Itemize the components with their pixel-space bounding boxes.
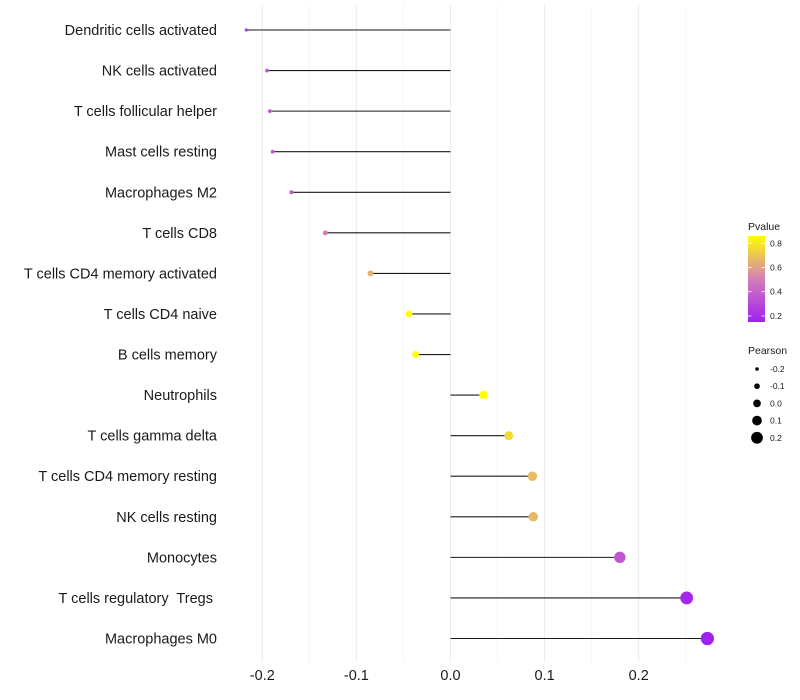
legend-pearson-title: Pearson <box>748 345 787 357</box>
size-key-label: -0.2 <box>770 364 785 374</box>
y-tick-label: Monocytes <box>147 550 217 566</box>
points <box>244 28 715 646</box>
y-tick-label: T cells follicular helper <box>74 104 217 120</box>
data-point <box>479 390 488 400</box>
y-tick-label: T cells gamma delta <box>88 429 218 445</box>
size-key-dot <box>755 367 759 371</box>
x-tick-label: -0.1 <box>344 668 369 684</box>
y-tick-label: T cells CD8 <box>142 226 217 242</box>
data-point <box>614 551 626 564</box>
y-tick-label: B cells memory <box>118 348 218 364</box>
y-tick-label: T cells CD4 memory activated <box>24 266 217 282</box>
data-point <box>265 68 269 73</box>
x-tick-label: 0.1 <box>535 668 555 684</box>
size-key-dot <box>753 399 761 408</box>
y-tick-label: T cells CD4 naive <box>104 307 217 323</box>
colorbar-tick-label: 0.6 <box>770 262 782 272</box>
data-point <box>244 28 248 32</box>
legend-pvalue: Pvalue 0.8 0.6 0.4 0.2 <box>748 221 782 322</box>
data-point <box>322 230 328 236</box>
data-point <box>528 512 539 522</box>
data-point <box>412 351 420 359</box>
y-tick-label: Macrophages M0 <box>105 632 217 648</box>
y-tick-label: Mast cells resting <box>105 145 217 161</box>
data-point <box>504 431 514 441</box>
colorbar-tick-label: 0.2 <box>770 311 782 321</box>
y-tick-label: T cells CD4 memory resting <box>38 469 217 485</box>
y-tick-label: Dendritic cells activated <box>65 23 217 39</box>
data-point <box>527 471 538 481</box>
stems <box>246 29 708 640</box>
grid-lines <box>261 5 687 662</box>
legend-pearson: Pearson -0.2 -0.1 0.0 0.1 0.2 <box>748 345 787 444</box>
data-point <box>289 190 294 195</box>
legend-colorbar-ticks: 0.8 0.6 0.4 0.2 <box>748 238 782 321</box>
y-tick-label: Neutrophils <box>144 388 217 404</box>
x-axis-tick-labels: -0.2 -0.1 0.0 0.1 0.2 <box>250 668 649 684</box>
size-key-label: 0.1 <box>770 416 782 426</box>
size-key-label: -0.1 <box>770 381 785 391</box>
y-tick-label: Macrophages M2 <box>105 185 217 201</box>
x-tick-label: 0.0 <box>440 668 460 684</box>
data-point <box>270 149 275 154</box>
size-key-dot <box>754 383 760 390</box>
legend-colorbar <box>748 236 765 322</box>
x-tick-label: 0.2 <box>629 668 649 684</box>
y-tick-label: NK cells resting <box>116 510 217 526</box>
colorbar-tick-label: 0.4 <box>770 287 782 297</box>
size-key-dot <box>752 415 762 426</box>
y-tick-label: T cells regulatory Tregs <box>59 591 218 607</box>
size-key-label: 0.0 <box>770 398 782 408</box>
size-key-dot <box>751 431 763 444</box>
data-point <box>367 270 374 277</box>
colorbar-tick-label: 0.8 <box>770 238 782 248</box>
data-point <box>680 591 694 605</box>
data-point <box>267 109 272 114</box>
data-point <box>700 631 715 646</box>
y-axis-labels: Dendritic cells activated NK cells activa… <box>24 23 218 648</box>
x-tick-label: -0.2 <box>250 668 275 684</box>
legend-pvalue-title: Pvalue <box>748 221 780 233</box>
data-point <box>405 310 413 318</box>
y-tick-label: NK cells activated <box>102 64 217 80</box>
size-key-label: 0.2 <box>770 433 782 443</box>
